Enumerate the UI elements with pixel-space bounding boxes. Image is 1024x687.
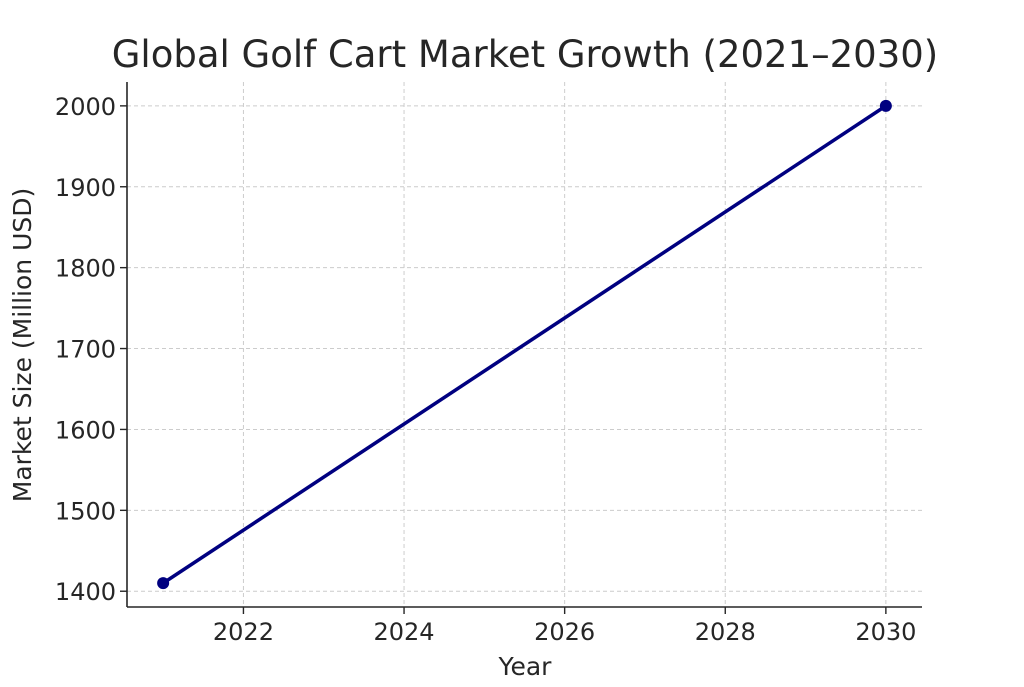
x-tick-label: 2024 [374,618,435,646]
y-tick-label: 1600 [55,416,116,444]
y-tick-label: 1900 [55,174,116,202]
y-tick-label: 2000 [55,93,116,121]
y-tick-label: 1800 [55,255,116,283]
grid [127,82,922,607]
y-tick-label: 1400 [55,578,116,606]
series-layer [157,99,892,590]
series-line [162,104,887,585]
x-tick-label: 2028 [695,618,756,646]
data-point [879,99,892,112]
axis-ticks: 2022 2024 2026 2028 2030 1400 1500 1600 1700 1800… [55,93,916,646]
x-tick-label: 2030 [855,618,916,646]
y-tick-label: 1500 [55,497,116,525]
x-tick-label: 2022 [213,618,274,646]
y-tick-label: 1700 [55,336,116,364]
data-point [157,577,170,590]
y-axis-label: Market Size (Million USD) [8,188,37,503]
x-tick-label: 2026 [534,618,595,646]
x-axis-label: Year [498,652,553,681]
chart-title: Global Golf Cart Market Growth (2021–203… [112,33,938,76]
